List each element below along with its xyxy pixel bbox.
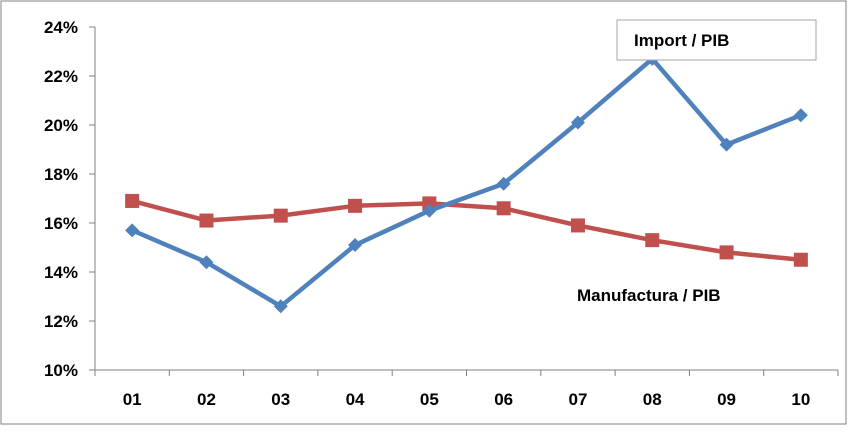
data-point-manufactura — [570, 218, 585, 233]
series-line-import — [129, 56, 804, 309]
data-point-import — [719, 137, 734, 152]
x-tick-label: 09 — [717, 390, 736, 409]
ticks: 10% 12% 14% 16% 18% 20% 22% 24% 01 02 03 04 05 06 07 08… — [44, 18, 839, 409]
x-tick-label: 05 — [420, 390, 439, 409]
data-point-manufactura — [348, 198, 363, 213]
legend-label-import: Import / PIB — [634, 31, 729, 50]
data-point-import — [125, 223, 140, 238]
y-tick-label: 10% — [44, 361, 78, 380]
y-tick-label: 14% — [44, 263, 78, 282]
data-point-import — [422, 203, 437, 218]
y-tick-label: 22% — [44, 67, 78, 86]
legend-box-import — [616, 19, 817, 61]
legend-label-manufactura: Manufactura / PIB — [577, 286, 721, 305]
data-point-import — [570, 115, 585, 130]
x-tick-label: 10 — [791, 390, 810, 409]
x-tick-label: 08 — [643, 390, 662, 409]
x-tick-label: 03 — [271, 390, 290, 409]
data-point-import — [793, 108, 808, 123]
x-tick-label: 01 — [123, 390, 142, 409]
x-tick-label: 07 — [568, 390, 587, 409]
y-tick-label: 20% — [44, 116, 78, 135]
series-line-manufactura — [129, 198, 804, 263]
data-point-import — [348, 238, 363, 253]
x-tick-label: 02 — [197, 390, 216, 409]
y-tick-label: 18% — [44, 165, 78, 184]
data-point-import — [273, 299, 288, 314]
y-tick-label: 24% — [44, 18, 78, 37]
data-point-manufactura — [273, 208, 288, 223]
data-point-import — [199, 255, 214, 270]
data-point-manufactura — [645, 233, 660, 248]
y-tick-label: 16% — [44, 214, 78, 233]
legend: Import / PIB Manufactura / PIB — [577, 19, 817, 305]
data-point-manufactura — [125, 193, 140, 208]
data-point-manufactura — [422, 196, 437, 211]
data-point-manufactura — [793, 252, 808, 267]
data-point-manufactura — [496, 201, 511, 216]
x-tick-label: 04 — [346, 390, 365, 409]
series — [125, 51, 808, 314]
x-tick-label: 06 — [494, 390, 513, 409]
data-point-import — [496, 176, 511, 191]
y-tick-label: 12% — [44, 312, 78, 331]
data-point-manufactura — [719, 245, 734, 260]
data-point-manufactura — [199, 213, 214, 228]
